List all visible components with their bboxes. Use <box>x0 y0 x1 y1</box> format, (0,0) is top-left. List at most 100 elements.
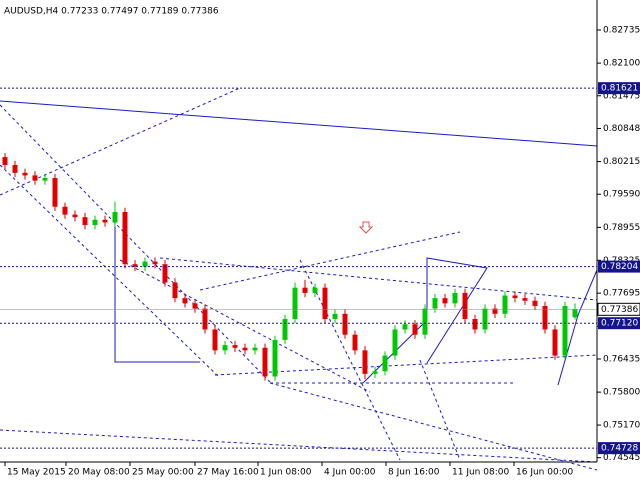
x-tick-label: 25 May 00:00 <box>132 468 194 478</box>
candle-body <box>562 305 568 356</box>
x-tick-label: 15 May 2015 <box>7 468 66 478</box>
x-tick-label: 20 May 08:00 <box>68 468 130 478</box>
y-tick-label: 0.74545 <box>603 453 640 463</box>
channel-line <box>119 259 371 393</box>
y-tick-label: 0.80848 <box>603 124 640 134</box>
candle-body <box>292 287 298 320</box>
candle-body <box>232 345 238 348</box>
candle-body <box>242 347 248 351</box>
candle-body <box>112 211 118 223</box>
candle-body <box>412 324 418 335</box>
y-tick-label: 0.75800 <box>603 388 640 398</box>
candle-body <box>462 292 468 320</box>
y-tick-label: 0.81475 <box>603 91 640 101</box>
level-box <box>598 260 640 273</box>
projection <box>557 269 598 386</box>
bid-box <box>597 302 640 316</box>
channel-line <box>159 257 598 301</box>
candle-body <box>22 172 28 176</box>
candle-body <box>322 287 328 320</box>
candle-body <box>362 350 368 374</box>
candle-body <box>352 334 358 351</box>
x-tick-label: 4 Jun 00:00 <box>324 468 376 478</box>
x-tick-label: 27 May 16:00 <box>197 468 259 478</box>
candle-body <box>82 217 88 226</box>
channel-line <box>199 231 461 291</box>
projection <box>114 213 200 363</box>
y-tick-label: 0.82735 <box>603 25 640 35</box>
candle-body <box>192 303 198 309</box>
candle-body <box>402 324 408 330</box>
candle-body <box>182 298 188 304</box>
x-tick-label: 1 Jun 08:00 <box>260 468 312 478</box>
y-tick-label: 0.77695 <box>603 289 640 299</box>
y-tick-label: 0.78955 <box>603 223 640 233</box>
y-tick-label: 0.75170 <box>603 421 640 431</box>
channel-line <box>0 87 241 196</box>
y-tick-label: 0.76435 <box>603 354 640 364</box>
level-label: 0.78204 <box>601 262 638 272</box>
level-label: 0.77120 <box>601 319 638 329</box>
candle-body <box>382 355 388 372</box>
channel-line <box>214 354 598 376</box>
candle-body <box>132 264 138 267</box>
channel-line <box>269 382 598 471</box>
candle-body <box>532 300 538 306</box>
candle-body <box>342 313 348 335</box>
chart-title: AUDUSD,H4 0.77233 0.77497 0.77189 0.7738… <box>4 7 219 17</box>
candle-body <box>252 347 258 351</box>
candle-body <box>572 309 578 318</box>
candle-body <box>272 339 278 377</box>
level-box <box>598 317 640 330</box>
candle-body <box>122 211 128 265</box>
candle-body <box>262 347 268 377</box>
level-box <box>598 82 640 95</box>
candle-body <box>392 329 398 356</box>
candle-body <box>552 329 558 356</box>
analysis-lines <box>0 87 598 471</box>
candle-body <box>62 206 68 215</box>
channel-line <box>0 429 598 463</box>
y-tick-label: 0.79590 <box>603 190 640 200</box>
level-box <box>598 442 640 455</box>
candles <box>2 152 578 381</box>
level-label: 0.81621 <box>601 84 638 94</box>
candle-body <box>32 175 38 181</box>
candle-body <box>512 295 518 299</box>
candle-body <box>452 292 458 304</box>
candle-body <box>12 164 18 173</box>
candle-body <box>162 264 168 283</box>
candle-body <box>52 178 58 207</box>
y-tick-label: 0.80215 <box>603 157 640 167</box>
candle-body <box>152 261 158 265</box>
candle-body <box>422 308 428 335</box>
candle-body <box>92 219 98 226</box>
candle-body <box>522 298 528 301</box>
candle-body <box>332 313 338 320</box>
candle-body <box>102 219 108 223</box>
trend-line <box>0 100 598 147</box>
candle-body <box>542 305 548 330</box>
candle-body <box>282 319 288 340</box>
candle-body <box>372 371 378 374</box>
candle-body <box>172 282 178 299</box>
candle-body <box>42 178 48 181</box>
down-arrow-icon <box>358 221 374 234</box>
channel-line <box>0 104 271 383</box>
y-tick-label: 0.82100 <box>603 59 640 69</box>
candle-body <box>202 308 208 330</box>
candle-body <box>502 295 508 314</box>
candle-body <box>482 308 488 330</box>
candle-body <box>302 287 308 293</box>
bid-label: 0.77386 <box>601 305 638 315</box>
candle-body <box>72 214 78 218</box>
candle-body <box>142 261 148 267</box>
x-tick-label: 16 Jun 00:00 <box>516 468 573 478</box>
candle-body <box>492 308 498 314</box>
candle-body <box>432 298 438 309</box>
candle-body <box>312 287 318 293</box>
x-tick-label: 11 Jun 08:00 <box>452 468 509 478</box>
